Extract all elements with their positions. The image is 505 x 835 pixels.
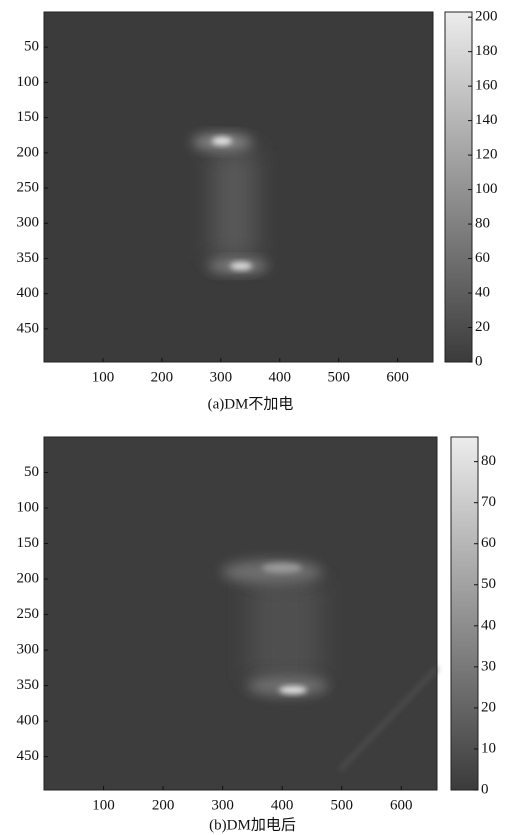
y-tick-label: 100 <box>17 74 40 90</box>
y-tick-label: 400 <box>17 285 40 301</box>
beam-image <box>192 134 268 273</box>
axes-frame <box>43 436 438 791</box>
colorbar-tick-label: 60 <box>481 535 496 551</box>
colorbar-tick-label: 20 <box>475 319 490 335</box>
colorbar-tick-label: 70 <box>481 494 496 510</box>
colorbar <box>450 436 479 791</box>
x-tick-label: 400 <box>271 797 294 813</box>
x-tick-label: 600 <box>390 797 413 813</box>
y-tick-label: 250 <box>17 606 40 622</box>
x-tick-label: 300 <box>211 797 234 813</box>
colorbar-tick-label: 160 <box>475 78 498 94</box>
colorbar-tick-label: 10 <box>481 740 496 756</box>
y-tick-label: 200 <box>17 570 40 586</box>
y-tick-label: 150 <box>17 535 40 551</box>
colorbar-tick-label: 50 <box>481 576 496 592</box>
colorbar-tick-label: 140 <box>475 112 498 128</box>
y-tick-label: 400 <box>17 713 40 729</box>
panel <box>44 437 439 790</box>
y-tick-label: 50 <box>24 464 39 480</box>
x-tick-label: 600 <box>386 369 409 385</box>
y-tick-label: 50 <box>24 39 39 55</box>
caption: (b)DM加电后 <box>209 816 296 833</box>
y-tick-label: 200 <box>17 144 40 160</box>
y-tick-label: 300 <box>17 642 40 658</box>
colorbar-tick-label: 60 <box>475 250 490 266</box>
axes-frame <box>43 11 434 363</box>
y-tick-label: 450 <box>17 748 40 764</box>
colorbar-tick-label: 40 <box>481 617 496 633</box>
colorbar-tick-label: 180 <box>475 43 498 59</box>
x-tick-label: 400 <box>269 369 292 385</box>
colorbar <box>444 11 473 363</box>
colorbar-tick-label: 0 <box>475 353 483 369</box>
colorbar-tick-label: 0 <box>481 781 489 797</box>
caption: (a)DM不加电 <box>208 395 294 412</box>
x-tick-label: 200 <box>151 369 174 385</box>
y-tick-label: 100 <box>17 499 40 515</box>
y-tick-label: 150 <box>17 109 40 125</box>
y-tick-label: 250 <box>17 179 40 195</box>
colorbar-tick-label: 100 <box>475 181 498 197</box>
y-tick-label: 350 <box>17 677 40 693</box>
beam-image <box>222 560 439 772</box>
colorbar-tick-label: 200 <box>475 9 498 25</box>
x-tick-label: 200 <box>152 797 175 813</box>
x-tick-label: 500 <box>330 797 353 813</box>
x-tick-label: 300 <box>210 369 233 385</box>
colorbar-tick-label: 120 <box>475 147 498 163</box>
colorbar-tick-label: 30 <box>481 658 496 674</box>
x-tick-label: 500 <box>327 369 350 385</box>
colorbar-tick-label: 80 <box>475 216 490 232</box>
y-tick-label: 300 <box>17 215 40 231</box>
colorbar-tick-label: 80 <box>481 453 496 469</box>
colorbar-tick-label: 20 <box>481 699 496 715</box>
panel <box>44 12 433 362</box>
y-tick-label: 450 <box>17 320 40 336</box>
image-background <box>44 437 437 790</box>
colorbar-tick-label: 40 <box>475 284 490 300</box>
x-tick-label: 100 <box>92 797 115 813</box>
y-tick-label: 350 <box>17 250 40 266</box>
x-tick-label: 100 <box>92 369 115 385</box>
